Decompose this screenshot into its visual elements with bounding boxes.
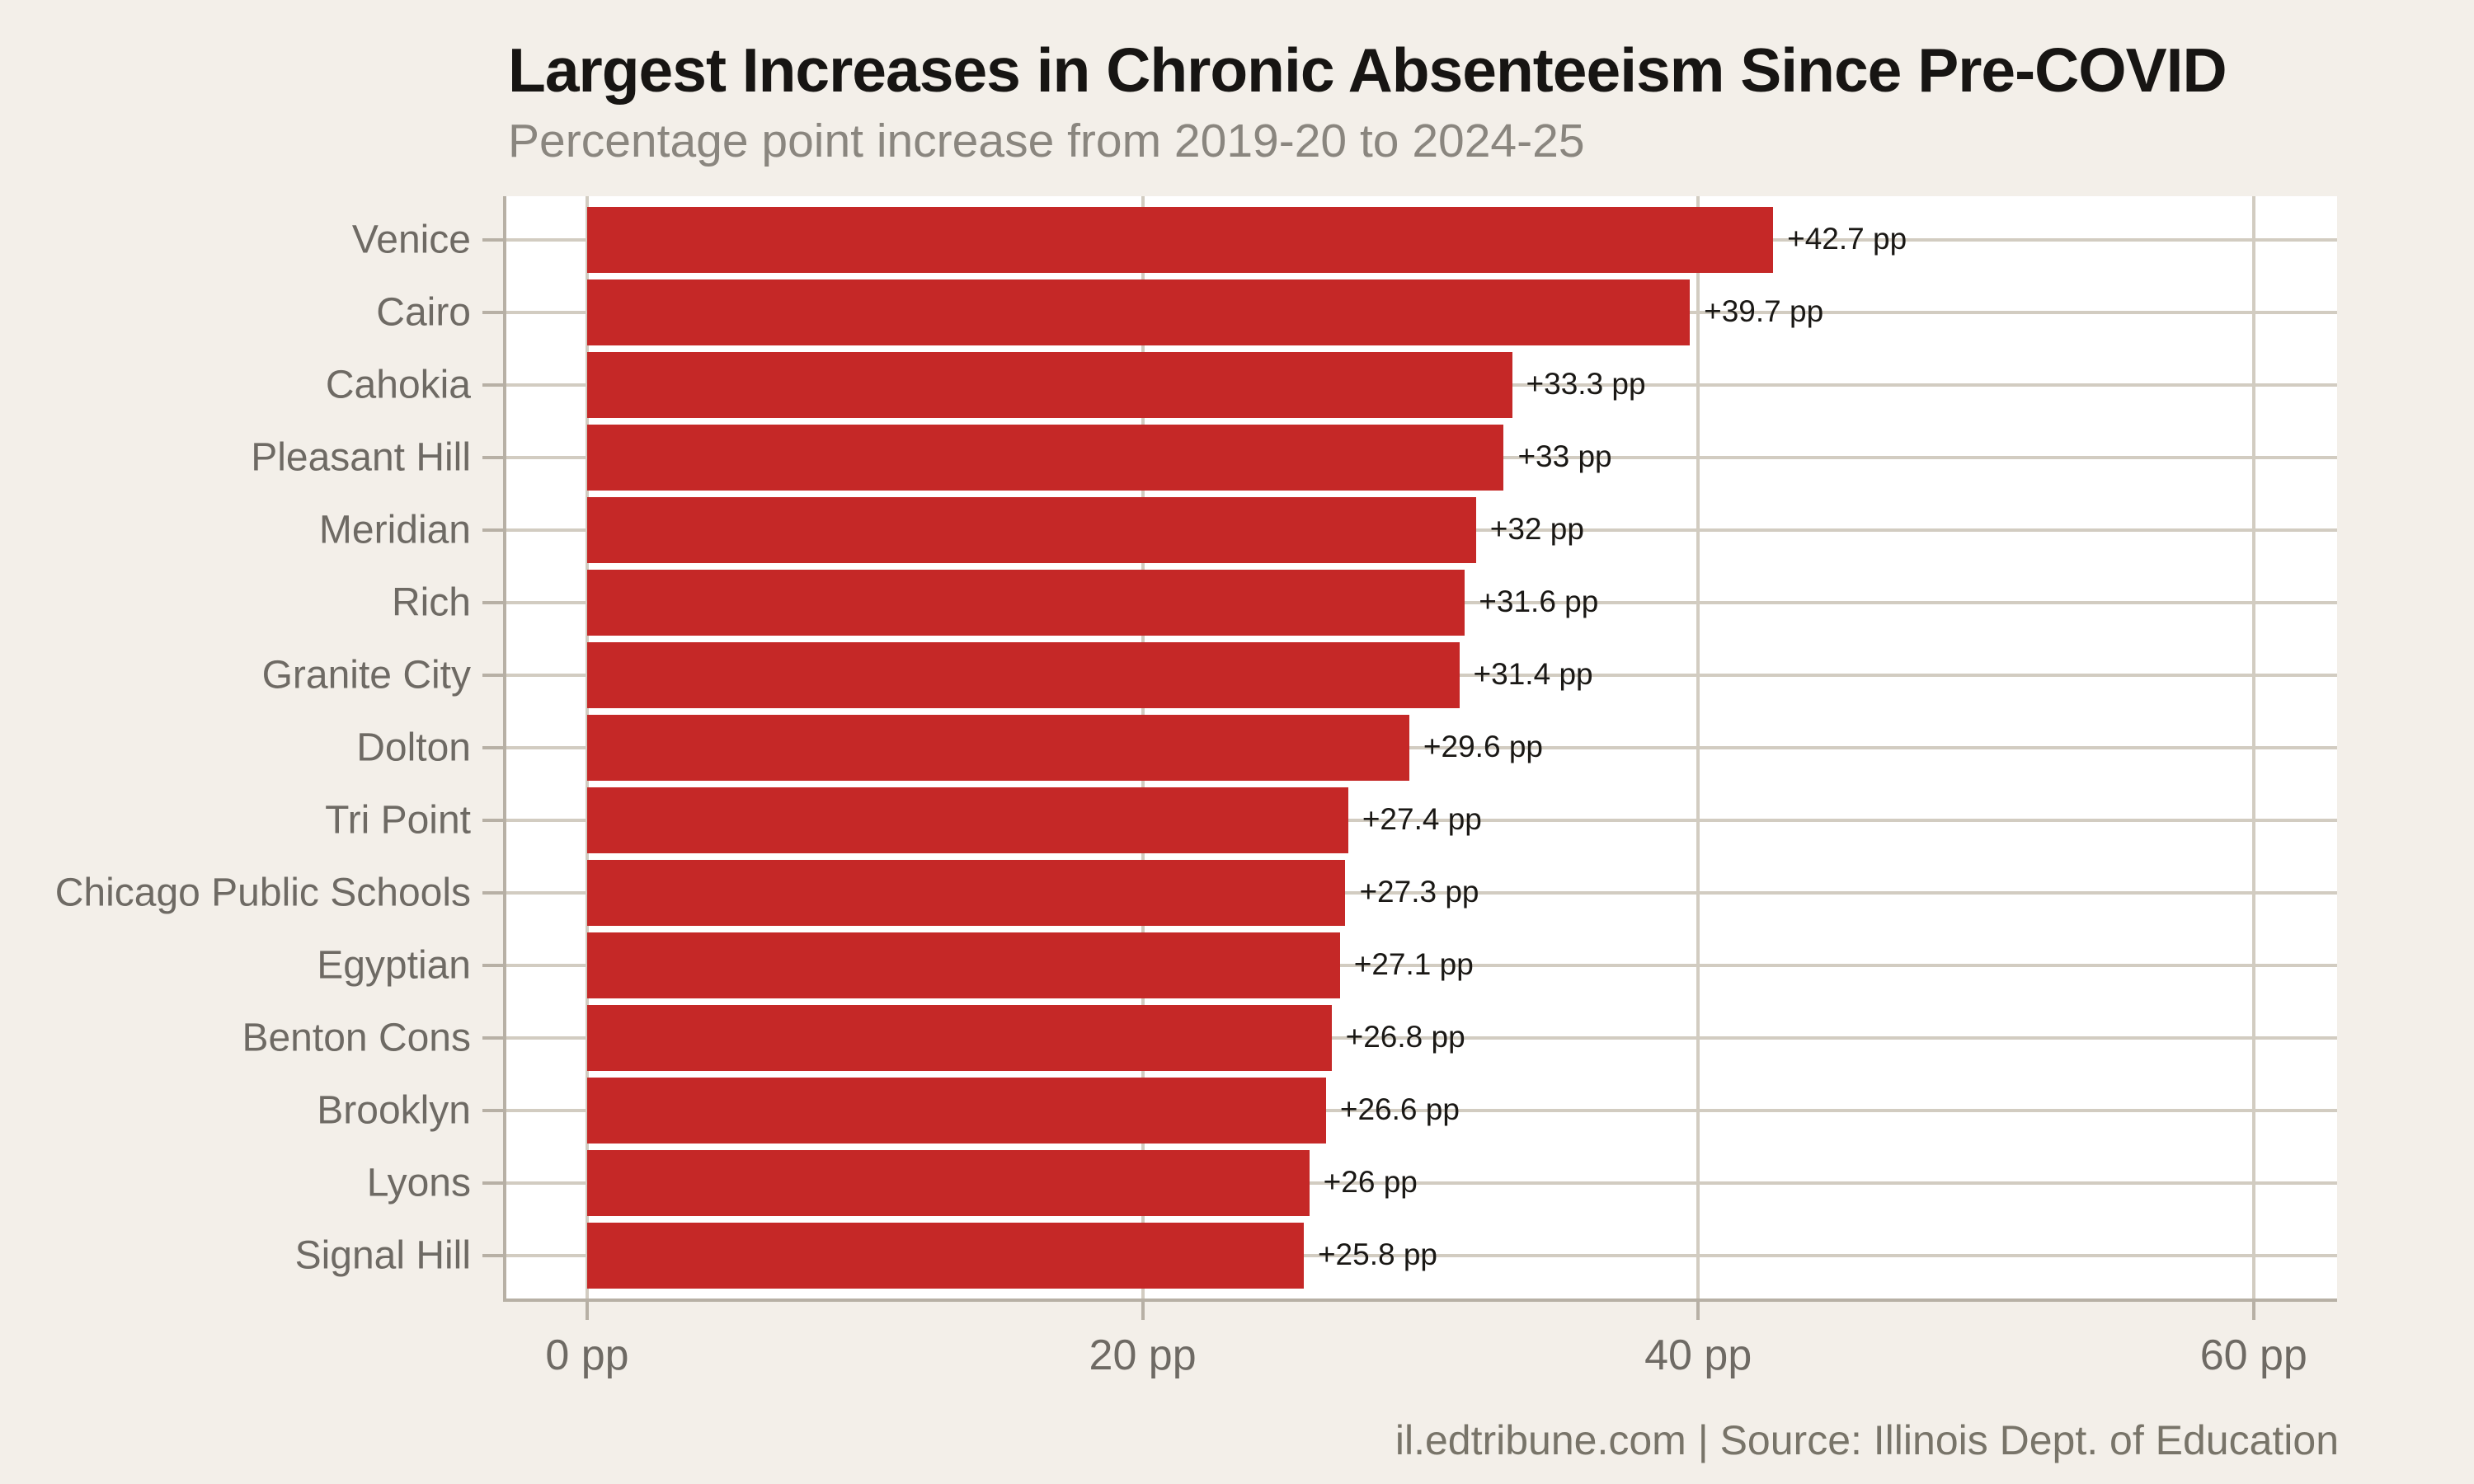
category-label: Chicago Public Schools [54, 871, 471, 915]
y-tick [482, 1254, 504, 1257]
bar-value-label: +33.3 pp [1526, 367, 1646, 402]
y-tick [482, 964, 504, 967]
x-tick-label: 60 pp [2199, 1331, 2307, 1379]
h-gridline [504, 1109, 2337, 1112]
bar [587, 497, 1476, 563]
h-gridline [504, 891, 2337, 895]
bar [587, 1150, 1310, 1216]
category-label: Dolton [356, 726, 471, 770]
category-label: Tri Point [325, 798, 471, 843]
y-tick [482, 674, 504, 677]
bar [587, 715, 1409, 781]
x-tick [1696, 1302, 1700, 1320]
bar-value-label: +39.7 pp [1704, 294, 1824, 329]
bar-value-label: +29.6 pp [1423, 730, 1543, 764]
x-tick [586, 1302, 589, 1320]
h-gridline [504, 1036, 2337, 1040]
category-label: Signal Hill [294, 1233, 471, 1278]
h-gridline [504, 964, 2337, 967]
bar [587, 425, 1503, 491]
source-credit: il.edtribune.com | Source: Illinois Dept… [1395, 1417, 2339, 1463]
bar-value-label: +26 pp [1323, 1165, 1418, 1200]
h-gridline [504, 1181, 2337, 1185]
y-tick [482, 311, 504, 314]
category-label: Benton Cons [242, 1016, 471, 1060]
h-gridline [504, 1254, 2337, 1257]
bar [587, 642, 1460, 708]
category-label: Rich [391, 580, 471, 625]
bar [587, 932, 1340, 998]
bar-value-label: +33 pp [1517, 439, 1612, 474]
y-tick [482, 456, 504, 459]
category-label: Cahokia [325, 363, 471, 407]
bar-value-label: +25.8 pp [1317, 1237, 1437, 1272]
bar [587, 787, 1348, 853]
bar [587, 279, 1690, 345]
bar-value-label: +27.3 pp [1359, 875, 1479, 909]
y-tick [482, 383, 504, 387]
bar-value-label: +31.4 pp [1473, 657, 1593, 692]
category-label: Lyons [366, 1161, 471, 1205]
category-label: Meridian [318, 508, 471, 552]
bar [587, 1078, 1326, 1144]
chart-subtitle: Percentage point increase from 2019-20 t… [508, 115, 1585, 167]
bar-value-label: +27.4 pp [1362, 802, 1482, 837]
category-label: Cairo [376, 290, 471, 335]
y-tick [482, 891, 504, 895]
chart-title: Largest Increases in Chronic Absenteeism… [508, 35, 2227, 105]
x-tick-label: 0 pp [545, 1331, 629, 1379]
bar [587, 1005, 1332, 1071]
y-tick [482, 1036, 504, 1040]
x-tick [2251, 1302, 2255, 1320]
bar-value-label: +31.6 pp [1479, 585, 1599, 619]
bar [587, 1223, 1304, 1289]
category-label: Brooklyn [317, 1088, 471, 1133]
category-label: Venice [351, 218, 471, 262]
x-tick [1141, 1302, 1145, 1320]
bar [587, 207, 1773, 273]
y-tick [482, 1181, 504, 1185]
bar [587, 860, 1345, 926]
category-label: Granite City [261, 653, 471, 697]
bar-value-label: +32 pp [1489, 512, 1584, 547]
bar [587, 352, 1512, 418]
x-tick-label: 20 pp [1089, 1331, 1197, 1379]
y-tick [482, 819, 504, 822]
category-label: Egyptian [317, 943, 471, 988]
bar-value-label: +26.8 pp [1345, 1020, 1465, 1054]
y-tick [482, 746, 504, 749]
y-axis-line [503, 196, 506, 1302]
h-gridline [504, 819, 2337, 822]
y-tick [482, 528, 504, 532]
bar [587, 570, 1465, 636]
bar-value-label: +27.1 pp [1353, 947, 1474, 982]
y-tick [482, 1109, 504, 1112]
x-axis-line [503, 1298, 2337, 1302]
bar-value-label: +26.6 pp [1339, 1092, 1460, 1127]
x-tick-label: 40 pp [1644, 1331, 1752, 1379]
y-tick [482, 238, 504, 242]
category-label: Pleasant Hill [251, 435, 471, 480]
y-tick [482, 601, 504, 604]
h-gridline [504, 746, 2337, 749]
bar-value-label: +42.7 pp [1787, 222, 1907, 256]
